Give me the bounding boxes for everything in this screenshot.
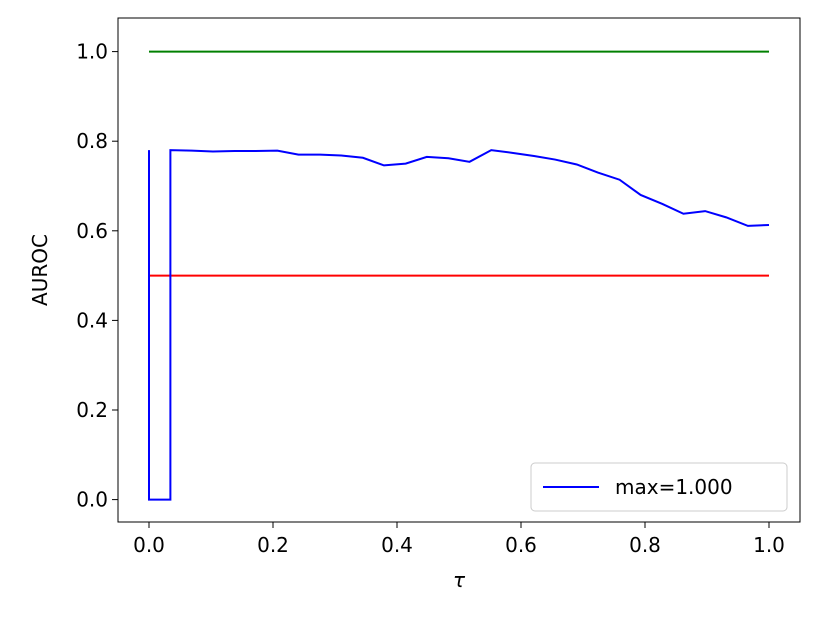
y-tick-label: 0.8 (76, 129, 108, 153)
x-tick-label: 0.4 (381, 533, 413, 557)
y-tick-label: 0.0 (76, 488, 108, 512)
x-tick-label: 0.0 (133, 533, 165, 557)
y-tick-label: 0.4 (76, 308, 108, 332)
plot-frame (117, 17, 801, 523)
x-tick-label: 0.8 (629, 533, 661, 557)
x-axis-label: τ (453, 568, 466, 592)
y-tick-label: 0.6 (76, 219, 108, 243)
y-axis-label: AUROC (28, 234, 52, 306)
legend-label: max=1.000 (615, 475, 733, 499)
data-line (148, 149, 770, 501)
y-tick-label: 1.0 (76, 40, 108, 64)
x-tick-label: 0.2 (257, 533, 289, 557)
y-tick-label: 0.2 (76, 398, 108, 422)
legend-box (530, 462, 788, 512)
x-tick-label: 0.6 (505, 533, 537, 557)
x-tick-label: 1.0 (753, 533, 785, 557)
